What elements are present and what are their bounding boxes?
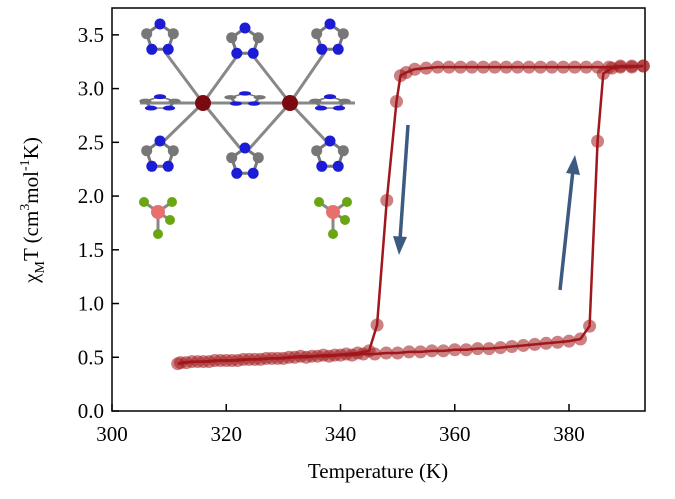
data-point [482,342,496,356]
data-point [613,59,627,73]
x-tick-label: 360 [439,422,471,446]
y-tick-label: 1.0 [78,292,104,316]
data-point [431,60,445,74]
data-point [393,69,407,83]
y-axis-label-part: 3 [18,204,33,211]
data-point [493,341,507,355]
data-point [214,353,228,367]
data-point [419,61,433,75]
data-point [573,332,587,346]
data-point [602,60,616,74]
y-tick-label: 3.5 [78,23,104,47]
y-tick-label: 2.5 [78,130,104,154]
y-tick-label: 3.0 [78,77,104,101]
data-point [636,59,650,73]
data-point [259,351,273,365]
data-point [459,343,473,357]
data-point [370,318,384,332]
data-point [248,352,262,366]
data-point [316,348,330,362]
data-point [339,347,353,361]
y-axis-label-part: -1 [18,159,33,171]
x-tick-label: 320 [211,422,243,446]
data-point [413,345,427,359]
data-point [551,335,565,349]
data-point [305,349,319,363]
data-point [539,336,553,350]
y-axis-label-part: χ [19,273,43,284]
data-point [202,355,216,369]
data-point [225,353,239,367]
data-point [282,350,296,364]
arrows [393,124,580,291]
data-point [522,60,536,74]
data-point [271,351,285,365]
data-point [391,346,405,360]
molecule-inset [137,17,355,241]
data-point [465,60,479,74]
data-point [191,355,205,369]
data-point [379,346,393,360]
data-point [294,349,308,363]
data-point [236,352,250,366]
data-point [171,357,185,371]
data-point [328,348,342,362]
data-point [562,334,576,348]
data-point [499,60,513,74]
data-point [591,60,605,74]
y-tick-label: 0.5 [78,345,104,369]
x-tick-label: 340 [325,422,357,446]
data-point [380,193,394,207]
data-point [583,319,597,333]
data-point [362,344,376,358]
data-point [505,340,519,354]
y-tick-label: 1.5 [78,238,104,262]
y-tick-label: 0.0 [78,399,104,423]
data-point [579,60,593,74]
x-tick-label: 380 [553,422,585,446]
y-axis-label-part: mol [19,171,43,204]
data-point [351,346,365,360]
data-point [488,60,502,74]
data-point [453,60,467,74]
data-point [528,337,542,351]
y-axis-label: χMT (cm3mol-1K) [18,137,48,284]
data-point [436,344,450,358]
data-point [591,134,605,148]
series-line [180,64,644,364]
data-point [389,94,403,108]
data-point [625,59,639,73]
plot-frame [111,7,646,412]
x-axis-label: Temperature (K) [308,459,448,483]
data-point [476,60,490,74]
data-point [511,60,525,74]
data-point [516,338,530,352]
y-axis-label-part: K) [19,137,43,159]
data-point [533,60,547,74]
series-line [177,64,644,365]
data-point [568,60,582,74]
data-point [545,60,559,74]
data-point [425,344,439,358]
y-axis-label-part: M [33,261,48,274]
y-axis-label-part: T (cm [19,211,43,261]
x-tick-label: 300 [96,422,128,446]
data-point [471,342,485,356]
y-tick-label: 2.0 [78,184,104,208]
data-point [442,60,456,74]
data-point [556,60,570,74]
data-point [402,345,416,359]
data-point [448,343,462,357]
